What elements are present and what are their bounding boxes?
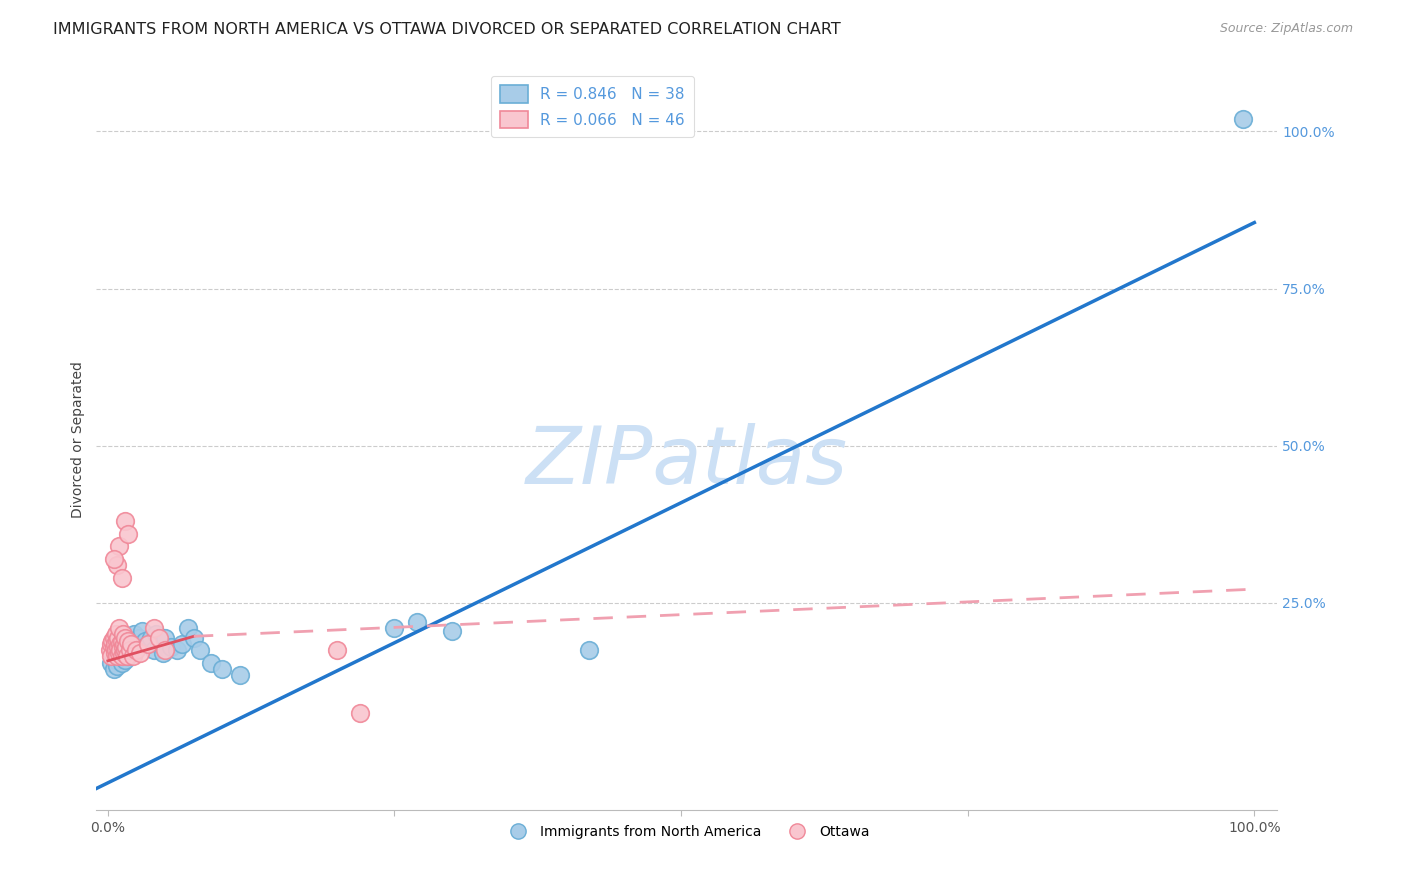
Point [125,643,148,657]
Point [110,643,132,657]
Point [440,624,463,639]
Point [105,633,128,648]
Point [142,621,165,635]
Point [115,640,138,654]
Point [148,637,170,651]
Point [153,631,176,645]
Point [111,627,134,641]
Point [110,571,132,585]
Point [211,662,233,676]
Point [125,637,148,651]
Point [108,540,131,554]
Point [104,652,127,666]
Point [141,631,163,645]
Point [110,637,132,651]
Point [134,633,156,648]
Point [136,637,159,651]
Point [110,649,132,664]
Text: IMMIGRANTS FROM NORTH AMERICA VS OTTAWA DIVORCED OR SEPARATED CORRELATION CHART: IMMIGRANTS FROM NORTH AMERICA VS OTTAWA … [53,22,841,37]
Point [114,514,136,528]
Point [128,631,150,645]
Point [120,637,142,651]
Point [110,633,132,648]
Point [103,662,125,676]
Point [108,621,131,635]
Point [117,649,139,664]
Point [177,621,200,635]
Point [104,637,127,651]
Point [104,643,127,657]
Point [188,643,211,657]
Point [108,646,131,660]
Point [103,631,125,645]
Point [107,631,129,645]
Point [384,621,406,635]
Point [120,640,142,654]
Point [98,643,121,657]
Point [129,646,152,660]
Y-axis label: Divorced or Separated: Divorced or Separated [72,361,86,518]
Point [107,640,129,654]
Point [117,633,139,648]
Point [152,646,174,660]
Point [103,640,125,654]
Point [153,643,176,657]
Point [117,526,139,541]
Point [1232,112,1254,126]
Point [105,558,128,573]
Point [160,640,183,654]
Point [166,643,188,657]
Point [114,652,136,666]
Point [349,706,371,720]
Point [108,649,131,664]
Point [101,633,124,648]
Point [326,643,349,657]
Point [111,640,134,654]
Point [105,649,128,664]
Point [100,649,122,664]
Legend: Immigrants from North America, Ottawa: Immigrants from North America, Ottawa [499,819,875,845]
Point [111,646,134,660]
Point [118,643,141,657]
Text: Source: ZipAtlas.com: Source: ZipAtlas.com [1219,22,1353,36]
Point [172,637,194,651]
Text: ZIPatlas: ZIPatlas [526,423,848,500]
Point [145,627,167,641]
Point [100,637,122,651]
Point [100,656,122,670]
Point [103,552,125,566]
Point [104,646,127,660]
Point [131,624,153,639]
Point [122,633,145,648]
Point [105,658,128,673]
Point [406,615,429,629]
Point [112,646,135,660]
Point [122,649,145,664]
Point [183,631,205,645]
Point [114,643,136,657]
Point [578,643,600,657]
Point [142,643,165,657]
Point [200,656,222,670]
Point [110,656,132,670]
Point [136,637,159,651]
Point [112,637,135,651]
Point [114,631,136,645]
Point [148,631,170,645]
Point [117,643,139,657]
Point [104,627,127,641]
Point [228,668,250,682]
Point [117,649,139,664]
Point [122,627,145,641]
